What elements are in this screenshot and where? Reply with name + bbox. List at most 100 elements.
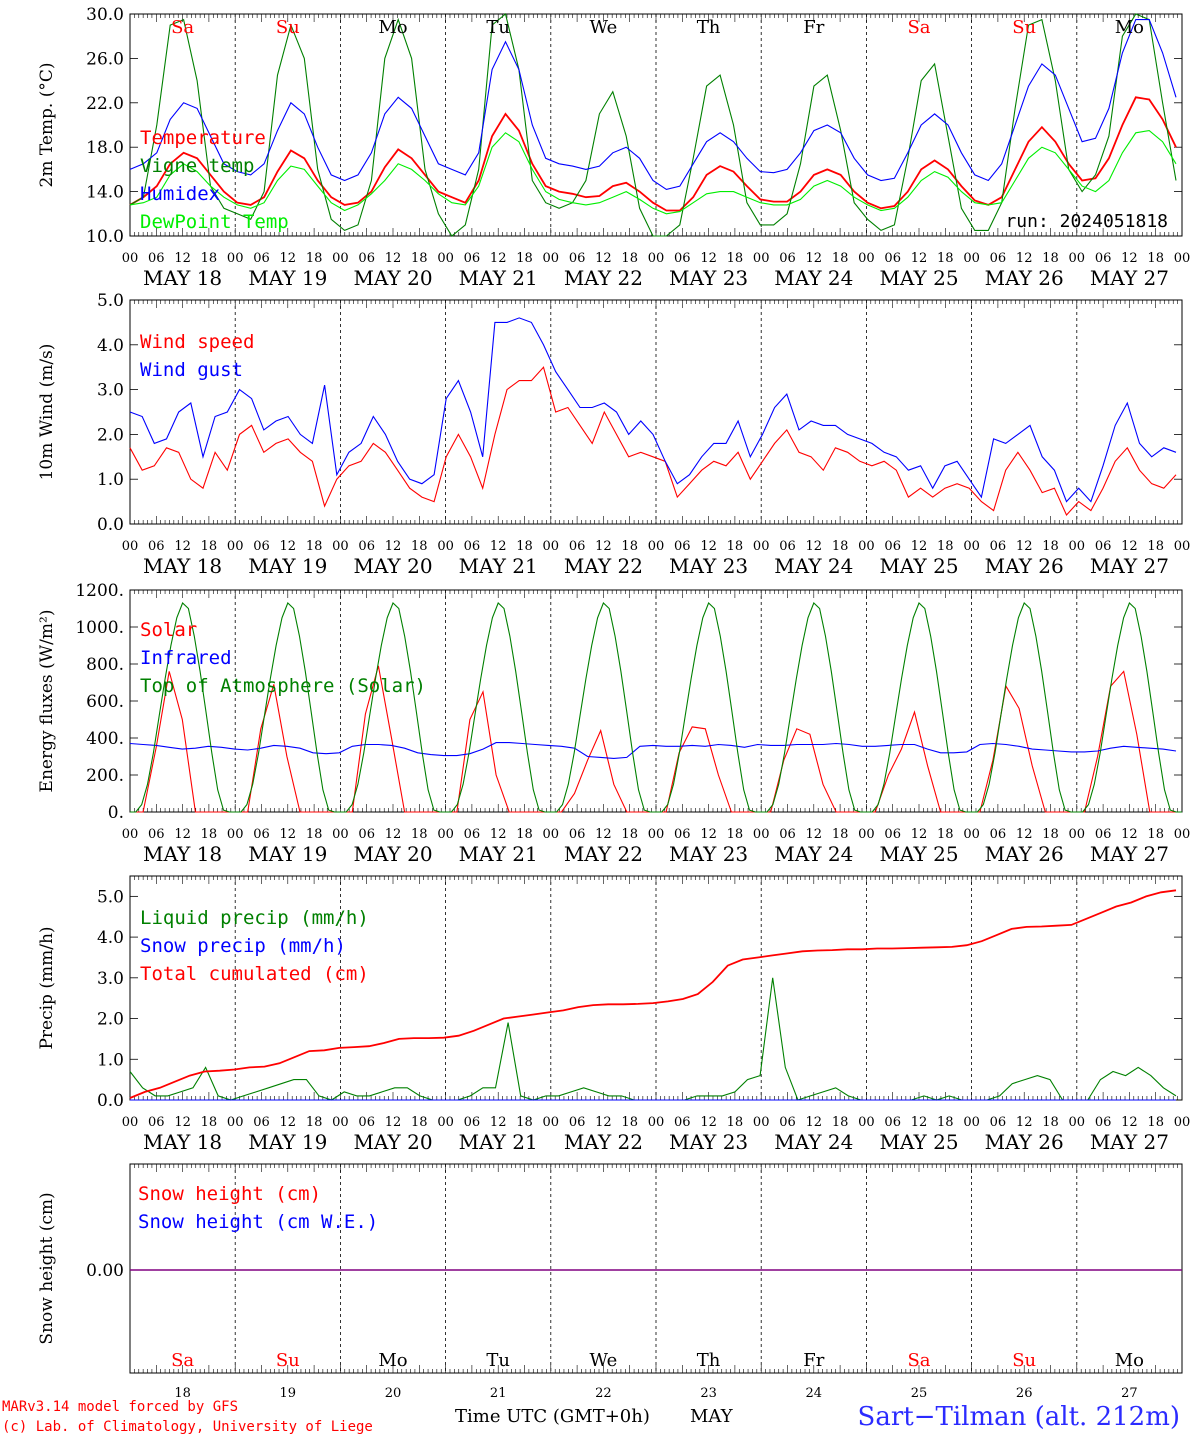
hour-label: 18 <box>1147 827 1164 842</box>
y-axis-title: Energy fluxes (W/m²) <box>37 610 57 793</box>
hour-label: 12 <box>385 827 402 842</box>
y-tick-label: 4.0 <box>97 336 124 356</box>
hour-label: 18 <box>411 827 428 842</box>
legend-total-cumulated-cm-: Total cumulated (cm) <box>140 963 369 985</box>
day-label: MAY 24 <box>774 842 853 866</box>
hour-label: 00 <box>543 827 560 842</box>
day-number: 26 <box>1016 1386 1033 1401</box>
day-label: MAY 21 <box>459 554 538 578</box>
y-axis-title: 10m Wind (m/s) <box>37 344 57 481</box>
hour-label: 12 <box>595 539 612 554</box>
y-tick-label: 1000. <box>75 618 124 638</box>
day-label: MAY 26 <box>985 266 1064 290</box>
hour-label: 00 <box>437 827 454 842</box>
hour-label: 06 <box>1095 539 1112 554</box>
hour-label: 12 <box>595 1115 612 1130</box>
panel-temp: 2m Temp. (°C) 10.0 14.0 18.0 22.0 26.0 30.0 Tem… <box>37 5 1190 290</box>
hour-label: 18 <box>201 1115 218 1130</box>
hour-label: 00 <box>122 827 139 842</box>
day-label: MAY 22 <box>564 266 643 290</box>
hour-label: 18 <box>1147 539 1164 554</box>
y-tick-label: 1200. <box>75 581 124 601</box>
hour-label: 18 <box>937 251 954 266</box>
hour-label: 00 <box>753 827 770 842</box>
hour-label: 06 <box>990 251 1007 266</box>
series-line-total-cumulated-cm- <box>129 889 1177 1099</box>
day-label: MAY 26 <box>985 554 1064 578</box>
hour-label: 06 <box>253 539 270 554</box>
day-number: 22 <box>595 1386 612 1401</box>
hour-label: 12 <box>1121 251 1138 266</box>
hour-label: 18 <box>411 251 428 266</box>
hour-label: 12 <box>911 539 928 554</box>
hour-label: 18 <box>516 1115 533 1130</box>
weekday-label-top: Fr <box>803 17 824 38</box>
weekday-label-bottom: We <box>590 1350 618 1371</box>
hour-label: 00 <box>332 827 349 842</box>
day-label: MAY 27 <box>1090 842 1169 866</box>
hour-label: 12 <box>280 1115 297 1130</box>
weekday-label-bottom: Su <box>1012 1350 1036 1371</box>
hour-label: 06 <box>464 251 481 266</box>
hour-label: 12 <box>806 251 823 266</box>
day-label: MAY 26 <box>985 1130 1064 1154</box>
legend-snow-height-cm-w-e-: Snow height (cm W.E.) <box>138 1211 378 1233</box>
weekday-label-top: Mo <box>378 17 407 38</box>
hour-label: 06 <box>1095 251 1112 266</box>
y-tick-label: 0.00 <box>86 1261 124 1281</box>
weekday-label-bottom: Th <box>697 1350 721 1371</box>
credit-line-2: (c) Lab. of Climatology, University of L… <box>2 1419 373 1435</box>
hour-label: 00 <box>648 251 665 266</box>
day-label: MAY 21 <box>459 842 538 866</box>
y-tick-label: 10.0 <box>86 227 124 247</box>
hour-label: 06 <box>569 539 586 554</box>
y-tick-label: 5.0 <box>97 291 124 311</box>
legend-snow-height-cm-: Snow height (cm) <box>138 1183 321 1205</box>
hour-label: 18 <box>306 251 323 266</box>
y-tick-label: 3.0 <box>97 969 124 989</box>
hour-label: 00 <box>648 539 665 554</box>
legend-vigne-temp: Vigne temp <box>140 155 254 177</box>
hour-label: 12 <box>700 1115 717 1130</box>
legend-snow-precip-mm-h-: Snow precip (mm/h) <box>140 935 346 957</box>
hour-label: 12 <box>385 1115 402 1130</box>
hour-label: 06 <box>674 1115 691 1130</box>
day-label: MAY 23 <box>669 1130 748 1154</box>
hour-label: 18 <box>1042 1115 1059 1130</box>
day-label: MAY 24 <box>774 266 853 290</box>
legend-humidex: Humidex <box>140 183 220 205</box>
hour-label: 18 <box>306 827 323 842</box>
hour-label: 06 <box>569 1115 586 1130</box>
weekday-label-bottom: Sa <box>907 1350 930 1371</box>
day-label: MAY 23 <box>669 842 748 866</box>
hour-label: 12 <box>1016 539 1033 554</box>
y-tick-label: 800. <box>86 655 124 675</box>
hour-label: 00 <box>332 1115 349 1130</box>
series-line-liquid-precip-mm-h- <box>129 977 1177 1101</box>
hour-label: 06 <box>148 539 165 554</box>
hour-label: 00 <box>437 251 454 266</box>
hour-label: 18 <box>937 1115 954 1130</box>
hour-label: 00 <box>437 539 454 554</box>
y-tick-label: 0.0 <box>97 1091 124 1111</box>
hour-label: 00 <box>858 1115 875 1130</box>
day-label: MAY 24 <box>774 554 853 578</box>
hour-label: 18 <box>306 539 323 554</box>
hour-label: 00 <box>963 251 980 266</box>
hour-label: 12 <box>1016 827 1033 842</box>
hour-label: 06 <box>569 827 586 842</box>
hour-label: 12 <box>700 539 717 554</box>
panel-precip: Precip (mm/h) 0.0 1.0 2.0 3.0 4.0 5.0 Liquid pr… <box>37 875 1190 1154</box>
y-tick-label: 0.0 <box>97 515 124 535</box>
hour-label: 00 <box>332 539 349 554</box>
day-label: MAY 23 <box>669 266 748 290</box>
hour-label: 18 <box>621 539 638 554</box>
hour-label: 18 <box>727 539 744 554</box>
panel-snow: Snow height (cm) 0.00 Snow height (cm) Snow… <box>37 1163 1183 1374</box>
y-tick-label: 30.0 <box>86 5 124 25</box>
day-label: MAY 19 <box>248 842 327 866</box>
hour-label: 00 <box>543 1115 560 1130</box>
weekday-label-bottom: Fr <box>803 1350 824 1371</box>
hour-label: 12 <box>911 827 928 842</box>
